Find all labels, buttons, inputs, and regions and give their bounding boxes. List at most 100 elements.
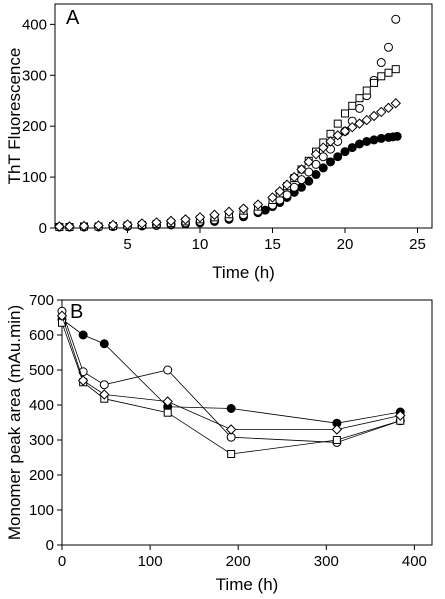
data-point (64, 221, 75, 232)
data-point (390, 98, 401, 109)
data-point (260, 205, 270, 215)
data-point (391, 14, 401, 24)
y-tick-label: 400 (29, 397, 54, 414)
series-open-diamond (54, 98, 401, 232)
data-point (99, 380, 109, 390)
x-tick-label: 100 (138, 553, 163, 570)
plot-frame (54, 3, 433, 229)
data-point (395, 410, 406, 421)
series-open-diamond (56, 310, 406, 435)
data-point (362, 86, 371, 95)
y-tick-label: 300 (29, 432, 54, 449)
data-point (54, 221, 65, 232)
x-tick-label: 10 (192, 236, 209, 253)
data-point (348, 101, 357, 110)
x-tick-label: 5 (123, 236, 131, 253)
data-point (281, 179, 293, 190)
series-line (61, 311, 401, 443)
data-point (223, 206, 235, 217)
panel-a: A 5 10 15 20 25 0 100 200 300 400 Time (h) ThT Fluor… (5, 3, 433, 282)
data-point (238, 203, 249, 214)
data-point (282, 190, 292, 200)
data-point (318, 142, 329, 153)
data-point (289, 171, 300, 183)
data-point (369, 135, 379, 145)
x-axis-title: Time (h) (212, 263, 275, 282)
series-filled-circle (57, 314, 405, 428)
data-point (376, 106, 387, 118)
data-point (355, 103, 364, 113)
data-point (163, 408, 172, 417)
data-point (304, 176, 314, 186)
data-point (252, 199, 264, 210)
data-point (384, 42, 393, 52)
data-point (122, 219, 133, 230)
y-tick-label: 0 (39, 220, 47, 237)
panel-letter: B (70, 301, 83, 323)
y-tick-label: 100 (22, 169, 47, 186)
data-point (362, 136, 372, 146)
panel-b: B 0 100 200 300 400 0 100 200 300 400 500 600 700 Time… (5, 292, 433, 594)
data-point (332, 436, 341, 444)
data-point (376, 58, 386, 68)
data-point (384, 68, 393, 77)
data-point (354, 118, 365, 129)
data-point (331, 424, 343, 435)
data-point (56, 310, 68, 321)
y-tick-label: 300 (22, 67, 47, 84)
data-point (318, 163, 328, 173)
data-point (370, 78, 378, 87)
y-tick-label: 400 (22, 16, 47, 33)
data-point (376, 133, 386, 143)
data-point (226, 404, 236, 413)
plot-frame (61, 299, 433, 546)
data-point (99, 389, 110, 400)
data-point (355, 94, 364, 103)
data-point (333, 152, 343, 162)
x-tick-label: 300 (314, 553, 339, 570)
series-open-circle (54, 14, 401, 232)
data-point (332, 130, 343, 141)
data-point (162, 396, 173, 407)
y-tick-label: 200 (22, 118, 47, 135)
data-point (99, 339, 109, 349)
data-point (340, 147, 350, 157)
data-point (77, 375, 89, 386)
y-tick-label: 700 (29, 292, 54, 309)
x-tick-label: 20 (337, 236, 354, 253)
data-point (361, 114, 372, 126)
data-point (151, 217, 162, 228)
data-point (383, 102, 394, 114)
data-point (303, 156, 314, 168)
data-point (339, 126, 351, 137)
x-tick-label: 200 (226, 553, 251, 570)
data-point (377, 72, 386, 81)
y-axis-title: Monomer peak area (mAu.min) (5, 305, 24, 540)
data-point (347, 143, 357, 153)
y-tick-label: 0 (46, 537, 54, 554)
y-tick-label: 200 (29, 467, 54, 484)
data-point (333, 119, 342, 128)
y-axis-title: ThT Fluorescence (5, 48, 24, 185)
x-tick-label: 400 (402, 553, 427, 570)
data-point (347, 121, 358, 133)
y-tick-label: 500 (29, 362, 54, 379)
x-tick-label: 0 (58, 553, 66, 570)
data-point (78, 330, 88, 340)
data-point (225, 424, 237, 435)
panel-letter: A (66, 7, 80, 29)
data-point (368, 110, 380, 122)
data-point (93, 220, 104, 231)
data-point (326, 157, 335, 167)
data-point (296, 164, 307, 175)
x-axis-title: Time (h) (216, 575, 279, 594)
data-point (341, 109, 349, 118)
data-point (274, 186, 285, 197)
data-point (227, 450, 236, 458)
data-point (325, 136, 336, 147)
data-point (163, 365, 173, 375)
data-point (107, 219, 119, 231)
data-point (391, 65, 400, 74)
x-tick-label: 25 (409, 236, 426, 253)
